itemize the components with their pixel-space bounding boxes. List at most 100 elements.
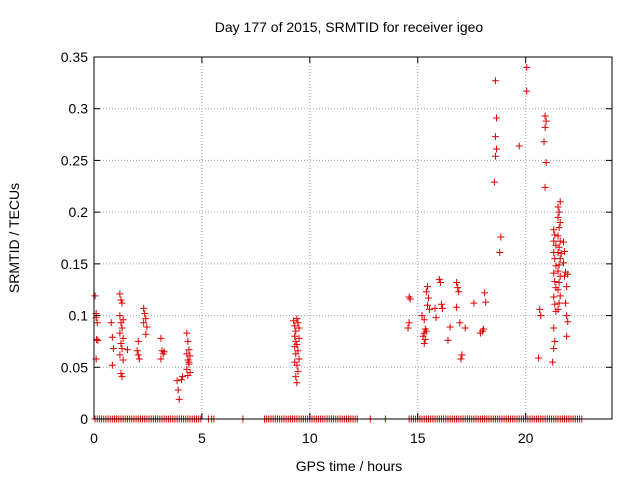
data-point: [107, 319, 115, 327]
data-point: [563, 312, 571, 320]
data-point: [554, 213, 562, 221]
data-point: [555, 243, 563, 251]
x-tick-label: 5: [198, 430, 206, 446]
data-point: [453, 278, 461, 286]
data-point: [418, 312, 426, 320]
data-point: [292, 373, 300, 381]
y-tick-label: 0: [80, 411, 88, 427]
x-tick-label: 0: [90, 430, 98, 446]
data-point: [550, 226, 558, 234]
data-point: [554, 286, 562, 294]
data-point: [420, 339, 428, 347]
data-point: [119, 334, 127, 342]
data-point: [550, 324, 558, 332]
data-point: [141, 310, 149, 318]
data-point: [552, 262, 560, 270]
data-point: [157, 334, 165, 342]
data-point: [554, 305, 562, 313]
data-point: [183, 365, 191, 373]
data-point: [295, 334, 303, 342]
data-point: [117, 296, 125, 304]
data-point: [109, 345, 117, 353]
data-point: [549, 358, 557, 366]
data-point: [292, 327, 300, 335]
data-point: [493, 114, 501, 122]
data-point: [293, 379, 301, 387]
y-tick-label: 0.35: [61, 49, 88, 65]
data-point: [293, 315, 301, 323]
data-point: [555, 299, 563, 307]
data-point: [116, 290, 124, 298]
data-point: [555, 278, 563, 286]
data-point: [404, 324, 412, 332]
data-point: [454, 284, 462, 292]
data-point: [405, 319, 413, 327]
x-axis-label: GPS time / hours: [296, 458, 403, 474]
data-point: [554, 203, 562, 211]
data-point: [140, 304, 148, 312]
data-point: [550, 345, 558, 353]
data-point: [541, 112, 549, 120]
data-point: [561, 247, 569, 255]
data-point: [123, 346, 131, 354]
data-point: [426, 305, 434, 313]
data-point: [142, 330, 150, 338]
data-point: [184, 372, 192, 380]
data-point: [481, 289, 489, 297]
data-point: [117, 339, 125, 347]
data-point: [185, 346, 193, 354]
data-point: [482, 298, 490, 306]
data-point: [555, 224, 563, 232]
data-point: [541, 183, 549, 191]
data-point: [178, 373, 186, 381]
data-point: [295, 324, 303, 332]
data-point: [118, 299, 126, 307]
data-point: [491, 133, 499, 141]
data-point: [295, 355, 303, 363]
data-point: [93, 319, 101, 327]
data-point: [116, 329, 124, 337]
data-point: [94, 336, 102, 344]
data-point: [564, 270, 572, 278]
data-point: [118, 324, 126, 332]
data-point: [550, 293, 558, 301]
data-point: [422, 327, 430, 335]
data-point: [537, 312, 545, 320]
data-point: [564, 318, 572, 326]
data-point: [432, 314, 440, 322]
data-point: [556, 255, 564, 263]
data-point: [556, 198, 564, 206]
data-point: [116, 312, 124, 320]
data-point: [91, 292, 99, 300]
data-point: [143, 323, 151, 331]
data-point: [541, 123, 549, 131]
data-point: [455, 288, 463, 296]
data-point: [118, 373, 126, 381]
data-point: [551, 277, 559, 285]
data-point: [562, 299, 570, 307]
data-point: [436, 278, 444, 286]
data-point: [406, 295, 414, 303]
data-point: [173, 377, 181, 385]
data-point: [458, 351, 466, 359]
y-tick-label: 0.2: [69, 204, 89, 220]
y-tick-label: 0.05: [61, 359, 88, 375]
data-point: [135, 355, 143, 363]
data-point: [556, 218, 564, 226]
data-point: [523, 87, 531, 95]
data-point: [140, 319, 148, 327]
data-point: [177, 376, 185, 384]
y-tick-label: 0.15: [61, 256, 88, 272]
data-point: [291, 343, 299, 351]
data-point: [491, 152, 499, 160]
data-point: [116, 351, 124, 359]
data-point: [461, 324, 469, 332]
data-point: [551, 300, 559, 308]
data-point: [554, 267, 562, 275]
data-point: [118, 345, 126, 353]
data-point: [542, 158, 550, 166]
data-point: [554, 248, 562, 256]
data-point: [134, 351, 142, 359]
data-point: [423, 283, 431, 291]
data-point: [293, 361, 301, 369]
